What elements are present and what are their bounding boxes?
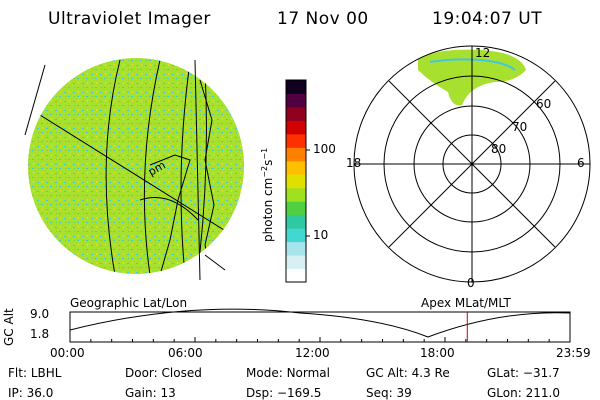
meridian-1 bbox=[105, 59, 121, 274]
geo-disc bbox=[24, 58, 244, 281]
meridian-2 bbox=[143, 59, 161, 274]
colorbar-swatch bbox=[286, 268, 306, 283]
mlat-label-70: 70 bbox=[512, 120, 528, 134]
colorbar-swatch bbox=[286, 255, 306, 270]
colorbar bbox=[286, 80, 310, 283]
colorbar-swatch bbox=[286, 133, 306, 148]
colorbar-tick-100: 100 bbox=[313, 142, 336, 156]
mlt-label-6: 6 bbox=[577, 156, 585, 170]
date-label: 17 Nov 00 bbox=[277, 9, 369, 29]
colorbar-swatch bbox=[286, 201, 306, 216]
polar-plot bbox=[353, 45, 591, 283]
meridian-3 bbox=[180, 61, 191, 274]
status-mode: Mode: Normal bbox=[246, 366, 330, 380]
time-label: 19:04:07 UT bbox=[432, 9, 543, 29]
colorbar-swatch bbox=[286, 160, 306, 175]
status-glon: GLon: 211.0 bbox=[487, 386, 560, 400]
alt-xtick-3: 18:00 bbox=[420, 346, 455, 360]
alt-xtick-1: 06:00 bbox=[168, 346, 203, 360]
status-dsp: Dsp: −169.5 bbox=[246, 386, 322, 400]
colorbar-unit-label: photon cm−2s−1 bbox=[260, 147, 275, 242]
polar-caption: Apex MLat/MLT bbox=[421, 296, 511, 310]
mlt-label-0: 0 bbox=[467, 276, 475, 290]
alt-xtick-2: 12:00 bbox=[295, 346, 330, 360]
alt-ytick-top: 9.0 bbox=[30, 307, 50, 321]
instrument-title: Ultraviolet Imager bbox=[48, 9, 211, 29]
colorbar-swatch bbox=[286, 214, 306, 229]
colorbar-swatch bbox=[286, 187, 306, 202]
mlt-label-18: 18 bbox=[346, 156, 362, 170]
mlat-label-60: 60 bbox=[536, 97, 552, 111]
colorbar-swatch bbox=[286, 120, 306, 135]
status-gc-alt: GC Alt: 4.3 Re bbox=[366, 366, 450, 380]
colorbar-swatch bbox=[286, 80, 306, 94]
colorbar-swatch bbox=[286, 147, 306, 162]
terminator-line bbox=[39, 114, 241, 241]
latitude-arc bbox=[139, 197, 199, 221]
alt-xtick-0: 00:00 bbox=[50, 346, 85, 360]
meridian-4 bbox=[197, 69, 207, 271]
alt-ytick-bottom: 1.8 bbox=[30, 327, 50, 341]
mlat-label-80: 80 bbox=[491, 142, 507, 156]
colorbar-swatch bbox=[286, 106, 306, 121]
status-ip: IP: 36.0 bbox=[8, 386, 54, 400]
status-gain: Gain: 13 bbox=[125, 386, 176, 400]
status-door: Door: Closed bbox=[125, 366, 202, 380]
status-seq: Seq: 39 bbox=[366, 386, 412, 400]
altitude-plot bbox=[69, 308, 571, 343]
colorbar-swatch bbox=[286, 241, 306, 256]
colorbar-swatch bbox=[286, 93, 306, 108]
status-filter: Flt: LBHL bbox=[8, 366, 62, 380]
mlt-label-12: 12 bbox=[475, 46, 491, 60]
colorbar-tick-10: 10 bbox=[313, 228, 329, 242]
colorbar-swatch bbox=[286, 174, 306, 189]
alt-ylabel: GC Alt bbox=[2, 308, 16, 346]
geo-caption: Geographic Lat/Lon bbox=[70, 296, 188, 310]
altitude-curve bbox=[69, 308, 571, 338]
status-glat: GLat: −31.7 bbox=[487, 366, 560, 380]
alt-xtick-4: 23:59 bbox=[556, 346, 591, 360]
colorbar-swatch bbox=[286, 228, 306, 243]
coastline-2 bbox=[149, 154, 191, 274]
